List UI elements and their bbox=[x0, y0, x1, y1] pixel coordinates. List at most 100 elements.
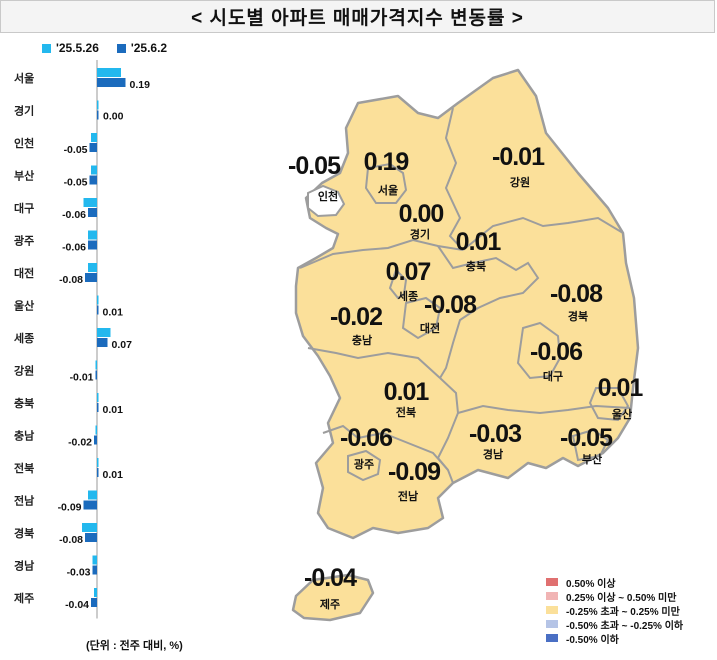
border-busan bbox=[571, 428, 610, 462]
bar-curr bbox=[91, 598, 97, 607]
bar-prev bbox=[91, 165, 97, 175]
category-label: 광주 bbox=[14, 235, 34, 248]
map-value-label: -0.04 bbox=[304, 564, 357, 592]
bar-curr bbox=[85, 533, 97, 542]
map-legend-item: 0.50% 이상 bbox=[546, 575, 683, 590]
map-legend-swatch bbox=[546, 592, 558, 600]
border-jeonbuk-jeonnam bbox=[322, 424, 449, 471]
map-region-name: 경기 bbox=[409, 229, 431, 241]
category-label: 경남 bbox=[14, 559, 34, 573]
border-seoul bbox=[364, 162, 408, 204]
map-value-label: 0.07 bbox=[385, 258, 432, 286]
data-label: 0.01 bbox=[103, 469, 124, 481]
legend-label-curr: '25.6.2 bbox=[130, 41, 168, 55]
bar-curr bbox=[97, 78, 126, 87]
data-label: 0.01 bbox=[103, 404, 124, 416]
bar-curr bbox=[94, 435, 97, 445]
map-region-name: 대전 bbox=[419, 323, 441, 335]
border-chungnam-jeonbuk bbox=[307, 347, 441, 379]
bar-prev bbox=[88, 490, 97, 500]
map-value-label: -0.06 bbox=[530, 338, 583, 366]
category-label: 인천 bbox=[14, 136, 34, 150]
data-label: -0.05 bbox=[64, 177, 88, 189]
category-label: 제주 bbox=[14, 591, 34, 605]
data-label: -0.09 bbox=[58, 502, 82, 514]
region-mainland bbox=[294, 68, 640, 540]
map-legend-item: -0.50% 초과 ~ -0.25% 이하 bbox=[546, 617, 684, 632]
border-chungbuk bbox=[437, 245, 540, 379]
legend-label-prev: '25.5.26 bbox=[56, 41, 99, 55]
bar-prev bbox=[97, 100, 99, 110]
map-region-name: 광주 bbox=[353, 459, 375, 471]
map-value-label: 0.01 bbox=[455, 228, 502, 256]
bar-curr bbox=[85, 273, 97, 282]
map-legend-label: -0.50% 이하 bbox=[566, 634, 619, 646]
map-region-name: 전북 bbox=[395, 407, 417, 419]
map-value-label: 0.01 bbox=[383, 378, 430, 406]
bar-curr bbox=[92, 565, 97, 575]
map-legend-label: 0.50% 이상 bbox=[566, 578, 616, 590]
data-label: -0.02 bbox=[68, 437, 92, 449]
bar-curr bbox=[97, 468, 99, 477]
unit-note: (단위 : 전주 대비, %) bbox=[86, 640, 183, 652]
korea-map: -0.05 인천 0.19 서울 -0.01 강원 0.00 경기 0.01 충북 0.07 세종 -0… bbox=[278, 58, 717, 638]
map-regions bbox=[291, 68, 640, 622]
category-label: 충남 bbox=[14, 429, 34, 443]
data-label: 0.07 bbox=[112, 339, 133, 351]
data-label: 0.01 bbox=[103, 307, 124, 319]
data-label: -0.05 bbox=[64, 144, 88, 156]
map-borders bbox=[299, 107, 631, 484]
category-label: 울산 bbox=[14, 299, 34, 313]
border-gwangju bbox=[347, 449, 382, 482]
data-label: -0.06 bbox=[62, 209, 86, 221]
map-region-name: 인천 bbox=[317, 191, 339, 203]
chart-legend: '25.5.26 '25.6.2 bbox=[42, 41, 167, 55]
map-region-name: 세종 bbox=[397, 291, 419, 303]
bar-curr bbox=[97, 305, 99, 315]
legend-item-curr: '25.6.2 bbox=[116, 41, 168, 55]
bar-prev bbox=[94, 588, 97, 597]
category-label: 전남 bbox=[14, 494, 34, 508]
map-region-name: 충남 bbox=[351, 335, 373, 347]
category-label: 부산 bbox=[14, 169, 34, 183]
map-value-label: -0.02 bbox=[330, 303, 383, 331]
map-region-name: 서울 bbox=[377, 185, 399, 197]
map-value-label: -0.05 bbox=[560, 424, 613, 452]
border-gyeonggi-gangwon bbox=[444, 107, 464, 251]
map-legend-item: -0.50% 이하 bbox=[546, 631, 683, 646]
bar-curr bbox=[97, 110, 99, 120]
bar-curr bbox=[95, 370, 97, 380]
map-value-label: -0.08 bbox=[550, 280, 603, 308]
bar-prev bbox=[97, 328, 111, 337]
map-region-name: 강원 bbox=[509, 177, 531, 189]
bar-prev bbox=[97, 68, 121, 77]
map-region-name: 경북 bbox=[567, 311, 589, 323]
map-value-label: -0.06 bbox=[340, 424, 393, 452]
data-label: -0.08 bbox=[59, 534, 83, 546]
bar-prev bbox=[83, 198, 97, 207]
map-value-label: 0.19 bbox=[363, 148, 410, 176]
map-value-label: -0.03 bbox=[469, 420, 522, 448]
chart-title: < 시도별 아파트 매매가격지수 변동률 > bbox=[0, 0, 715, 33]
bar-curr bbox=[88, 208, 97, 217]
map-value-label: 0.00 bbox=[398, 200, 445, 228]
border-gyeongbuk-gyeongnam bbox=[457, 404, 631, 415]
category-label: 강원 bbox=[14, 364, 34, 378]
bar-prev bbox=[97, 458, 99, 467]
bar-curr bbox=[88, 240, 97, 250]
map-legend-label: 0.25% 이상 ~ 0.50% 미만 bbox=[566, 592, 677, 604]
border-daejeon bbox=[401, 296, 442, 340]
map-legend-item: -0.25% 초과 ~ 0.25% 미만 bbox=[546, 603, 683, 618]
map-legend-label: -0.50% 초과 ~ -0.25% 이하 bbox=[566, 620, 684, 632]
data-label: 0.00 bbox=[103, 111, 124, 123]
border-ulsan bbox=[588, 387, 630, 422]
category-label: 경기 bbox=[14, 104, 34, 118]
map-legend-swatch bbox=[546, 578, 558, 586]
category-label: 경북 bbox=[14, 526, 34, 540]
bar-prev bbox=[82, 523, 97, 532]
map-legend-swatch bbox=[546, 634, 558, 642]
bar-curr bbox=[97, 403, 99, 412]
bar-prev bbox=[92, 555, 97, 565]
map-region-name: 부산 bbox=[581, 454, 603, 466]
bar-prev bbox=[88, 230, 97, 240]
